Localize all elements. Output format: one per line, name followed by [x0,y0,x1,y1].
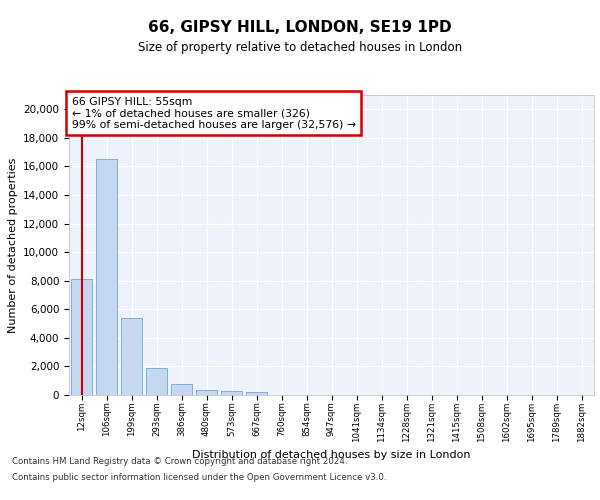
Bar [196,390,217,395]
Bar [221,392,242,395]
Bar [96,160,117,395]
X-axis label: Distribution of detached houses by size in London: Distribution of detached houses by size … [192,450,471,460]
Bar [121,318,142,395]
Text: Contains public sector information licensed under the Open Government Licence v3: Contains public sector information licen… [12,472,386,482]
Bar [71,280,92,395]
Bar [146,368,167,395]
Bar [171,384,192,395]
Bar [246,392,267,395]
Text: 66, GIPSY HILL, LONDON, SE19 1PD: 66, GIPSY HILL, LONDON, SE19 1PD [148,20,452,35]
Text: Contains HM Land Registry data © Crown copyright and database right 2024.: Contains HM Land Registry data © Crown c… [12,458,347,466]
Y-axis label: Number of detached properties: Number of detached properties [8,158,17,332]
Text: Size of property relative to detached houses in London: Size of property relative to detached ho… [138,41,462,54]
Text: 66 GIPSY HILL: 55sqm
← 1% of detached houses are smaller (326)
99% of semi-detac: 66 GIPSY HILL: 55sqm ← 1% of detached ho… [71,96,356,130]
